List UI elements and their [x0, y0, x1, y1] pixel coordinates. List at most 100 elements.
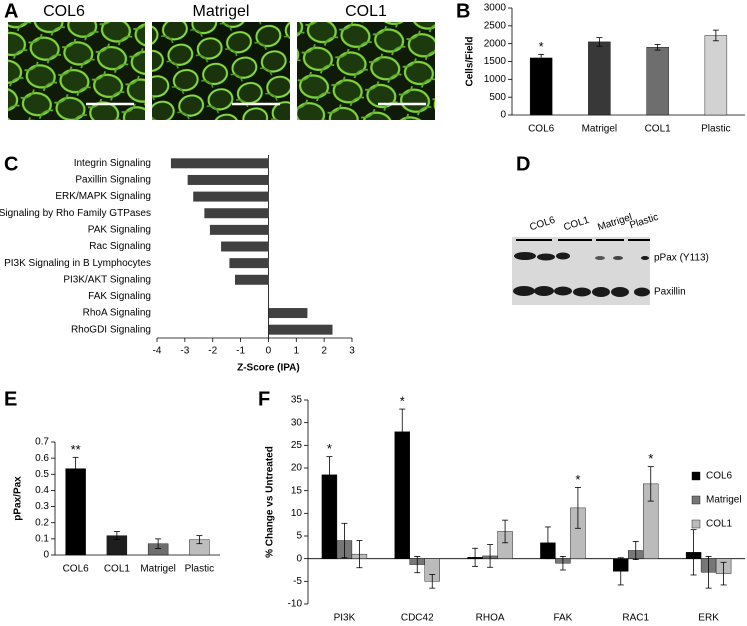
bar	[65, 468, 86, 556]
bar	[268, 324, 333, 335]
y-tick-label: 1000	[484, 74, 507, 85]
x-tick-label: -1	[236, 346, 245, 357]
y-tick-label: 15	[291, 485, 303, 496]
y-tick-label: 1500	[484, 56, 507, 67]
y-tick-label: 0.7	[35, 437, 49, 448]
legend-label: COL1	[706, 519, 733, 530]
bar	[529, 57, 553, 116]
category-label: ERK/MAPK Signaling	[55, 191, 151, 202]
panel-letter: C	[4, 153, 18, 175]
x-tick-label: RHOA	[476, 613, 505, 624]
bar	[209, 224, 269, 235]
y-axis-title: % Change vs Untreated	[265, 446, 276, 558]
bar	[187, 174, 269, 185]
x-tick-label: CDC42	[401, 613, 434, 624]
x-tick-label: 2	[321, 346, 327, 357]
micrograph-label: Matrigel	[193, 3, 250, 20]
category-label: Integrin Signaling	[74, 158, 151, 169]
legend-label: Matrigel	[706, 495, 742, 506]
y-tick-label: 5	[296, 531, 302, 542]
category-label: PI3K Signaling in B Lymphocytes	[4, 258, 151, 269]
significance-marker: *	[539, 39, 544, 54]
x-tick-label: COL1	[104, 564, 131, 575]
category-label: RhoGDI Signaling	[71, 324, 151, 335]
panel-letter: D	[516, 153, 530, 175]
x-axis-title: Z-Score (IPA)	[237, 363, 300, 374]
x-tick-label: 1	[294, 346, 300, 357]
y-tick-label: 0	[296, 553, 302, 564]
micrograph	[8, 22, 145, 120]
micrograph-label: COL6	[43, 3, 85, 20]
panel-letter: E	[4, 388, 17, 410]
significance-marker: *	[327, 441, 332, 456]
x-tick-label: -2	[208, 346, 217, 357]
y-tick-label: 10	[291, 508, 303, 519]
y-tick-label: 0.5	[35, 469, 49, 480]
x-tick-label: RAC1	[622, 613, 649, 624]
panel-letter: F	[258, 388, 270, 410]
x-tick-label: COL6	[63, 564, 90, 575]
y-tick-label: -10	[288, 599, 303, 610]
y-tick-label: 0.2	[35, 517, 49, 528]
y-tick-label: 0.3	[35, 501, 49, 512]
category-label: Rac Signaling	[89, 241, 151, 252]
western-blot: COL6 COL1 Matrigel Plastic pPax (Y113) P…	[512, 212, 709, 305]
y-tick-label: 0	[500, 110, 506, 121]
bar	[704, 35, 728, 116]
legend-swatch	[691, 495, 701, 505]
lane-label: Plastic	[628, 212, 659, 232]
y-tick-label: 0	[43, 550, 49, 561]
x-tick-label: -3	[180, 346, 189, 357]
y-tick-label: 2500	[484, 20, 507, 31]
x-tick-label: COL1	[645, 124, 672, 135]
legend-swatch	[691, 471, 701, 481]
x-tick-label: Matrigel	[582, 124, 618, 135]
x-tick-label: 0	[266, 346, 272, 357]
micrograph	[297, 22, 435, 120]
bar	[235, 274, 269, 285]
legend-label: COL6	[706, 471, 733, 482]
bar	[221, 241, 269, 252]
lane-label: COL1	[562, 215, 591, 234]
x-tick-label: -4	[153, 346, 162, 357]
significance-marker: **	[71, 442, 81, 457]
row-label: pPax (Y113)	[654, 253, 709, 264]
bar	[268, 308, 308, 319]
y-tick-label: 0.4	[35, 485, 49, 496]
lane-label: COL6	[528, 215, 557, 234]
micrograph	[152, 22, 290, 120]
blot-bands	[513, 252, 650, 297]
panel-letter: B	[456, 0, 470, 22]
x-tick-label: PI3K	[334, 613, 356, 624]
x-tick-label: ERK	[698, 613, 719, 624]
bar	[229, 258, 269, 269]
x-tick-label: Plastic	[185, 564, 214, 575]
y-tick-label: -5	[293, 576, 302, 587]
y-axis-title: Cells/Field	[465, 36, 476, 86]
micrograph-panel: COL6 Matrigel COL1	[8, 3, 435, 120]
row-label: Paxillin	[654, 287, 686, 298]
y-tick-label: 2000	[484, 38, 507, 49]
bar	[588, 41, 611, 116]
x-tick-label: COL6	[528, 124, 555, 135]
bar	[170, 158, 269, 169]
y-tick-label: 0.6	[35, 453, 49, 464]
y-tick-label: 30	[291, 417, 303, 428]
y-tick-label: 500	[489, 92, 506, 103]
y-tick-label: 20	[291, 463, 303, 474]
significance-marker: *	[648, 451, 653, 466]
category-label: Paxillin Signaling	[75, 175, 151, 186]
y-axis-title: pPax/Pax	[13, 476, 24, 521]
significance-marker: *	[575, 472, 580, 487]
x-tick-label: Matrigel	[140, 564, 176, 575]
panel-letter: A	[4, 0, 18, 22]
y-tick-label: 3000	[484, 3, 507, 14]
bar	[204, 208, 269, 219]
category-label: Signaling by Rho Family GTPases	[0, 208, 151, 219]
y-tick-label: 35	[291, 395, 303, 406]
category-label: PAK Signaling	[88, 225, 151, 236]
x-tick-label: Plastic	[701, 124, 730, 135]
category-label: RhoA Signaling	[83, 308, 151, 319]
x-tick-label: FAK	[553, 613, 572, 624]
